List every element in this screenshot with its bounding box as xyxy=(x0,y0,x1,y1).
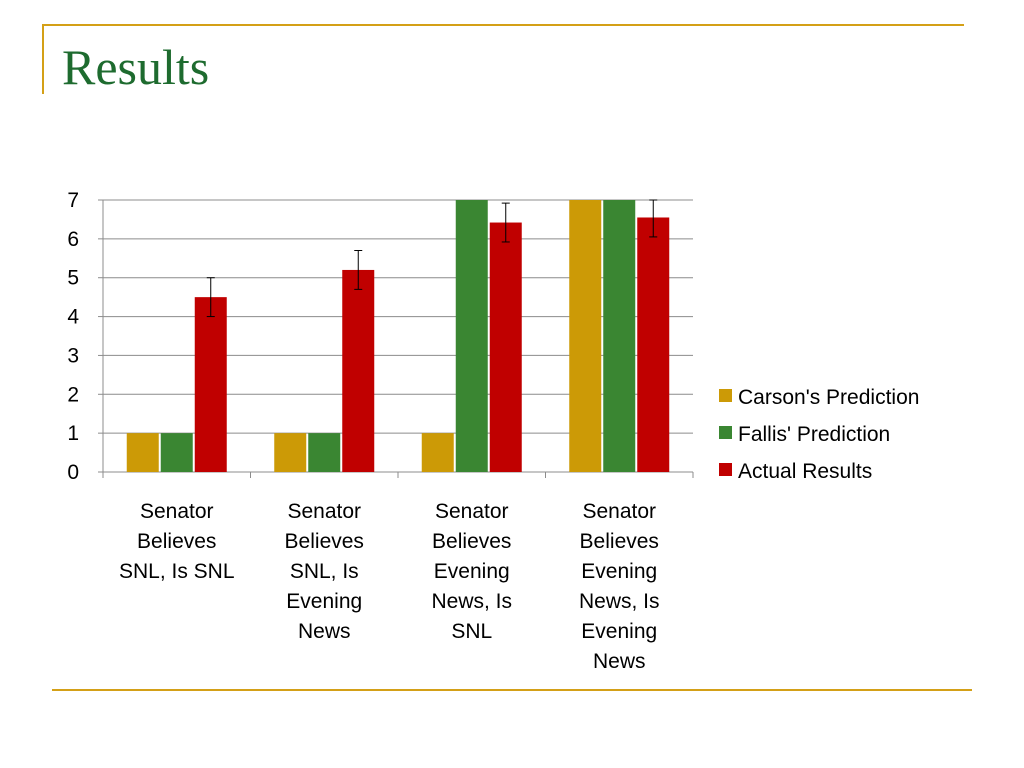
bar xyxy=(160,433,193,472)
y-tick-label: 2 xyxy=(67,383,79,406)
bar xyxy=(455,200,488,472)
category-label: Senator xyxy=(287,500,361,523)
category-label: Believes xyxy=(285,530,364,553)
bar xyxy=(603,200,636,472)
category-label: SNL, Is SNL xyxy=(119,560,235,583)
bar xyxy=(637,217,670,472)
category-label: Believes xyxy=(580,530,659,553)
category-label: News xyxy=(298,620,351,643)
left-accent-rule xyxy=(42,24,44,94)
error-bars xyxy=(206,199,658,318)
bar xyxy=(342,269,375,472)
bar xyxy=(489,222,522,472)
slide-title: Results xyxy=(62,39,210,95)
y-tick-label: 5 xyxy=(67,267,79,290)
category-label: Senator xyxy=(435,500,509,523)
legend-swatch xyxy=(719,426,732,439)
category-label: SNL xyxy=(451,620,492,643)
bar xyxy=(274,433,307,472)
y-tick-label: 1 xyxy=(67,422,79,445)
y-tick-label: 4 xyxy=(67,306,79,329)
bars xyxy=(126,200,670,472)
bar xyxy=(421,433,454,472)
category-label: Senator xyxy=(582,500,656,523)
category-label: News xyxy=(593,650,646,673)
category-label: Evening xyxy=(286,590,362,613)
legend-label: Actual Results xyxy=(738,460,872,483)
category-label: Believes xyxy=(137,530,216,553)
category-label: Believes xyxy=(432,530,511,553)
bar xyxy=(194,297,227,472)
category-label: Evening xyxy=(434,560,510,583)
category-label: News, Is xyxy=(579,590,660,613)
legend-swatch xyxy=(719,389,732,402)
category-label: Evening xyxy=(581,620,657,643)
bar xyxy=(126,433,159,472)
category-label: News, Is xyxy=(431,590,512,613)
legend-label: Fallis' Prediction xyxy=(738,423,890,446)
y-tick-label: 6 xyxy=(67,228,79,251)
legend-label: Carson's Prediction xyxy=(738,386,919,409)
bottom-accent-rule xyxy=(52,689,972,691)
y-tick-label: 3 xyxy=(67,344,79,367)
legend: Carson's Prediction Fallis' Prediction Act… xyxy=(719,386,919,483)
category-label: SNL, Is xyxy=(290,560,359,583)
axis-labels: 0 1 2 3 4 5 6 7 Senator Believes SNL, Is SNL Senato… xyxy=(67,189,659,673)
top-accent-rule xyxy=(42,24,964,26)
y-tick-label: 0 xyxy=(67,461,79,484)
y-tick-label: 7 xyxy=(67,189,79,212)
category-label: Senator xyxy=(140,500,214,523)
legend-swatch xyxy=(719,463,732,476)
bar xyxy=(308,433,341,472)
category-label: Evening xyxy=(581,560,657,583)
bar xyxy=(569,200,602,472)
